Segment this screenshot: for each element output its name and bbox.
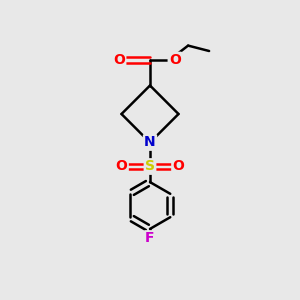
Text: F: F: [145, 232, 155, 245]
Text: O: O: [113, 53, 125, 67]
Text: O: O: [169, 53, 181, 67]
Text: S: S: [145, 160, 155, 173]
Text: O: O: [172, 160, 184, 173]
Text: O: O: [116, 160, 128, 173]
Text: N: N: [144, 136, 156, 149]
